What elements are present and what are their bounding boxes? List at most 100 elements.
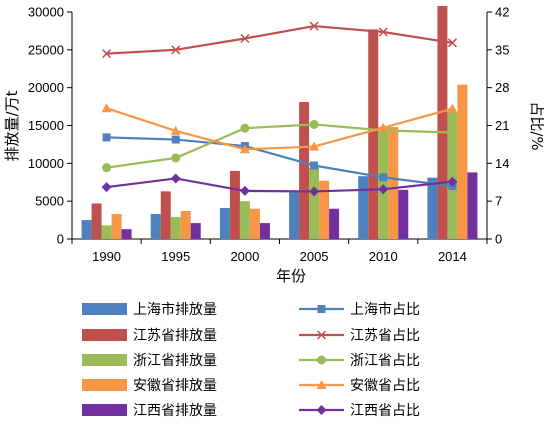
y-tick-right-label: 21 (495, 118, 509, 133)
y-tick-left-label: 25000 (28, 42, 64, 57)
bar (388, 127, 399, 239)
line-point (170, 125, 181, 135)
bar (219, 207, 230, 239)
bar (81, 220, 92, 239)
line-point (309, 119, 319, 129)
line-point-stroke (240, 33, 250, 44)
series-line (106, 24, 453, 55)
line-point (378, 122, 389, 132)
legend-label: 江西省排放量 (133, 403, 217, 419)
bar (91, 203, 102, 239)
legend-label: 安徽省排放量 (133, 378, 217, 394)
bar (398, 189, 409, 239)
y-tick-left-label: 20000 (28, 80, 64, 95)
y-axis-title-left: 排放量/万t (3, 90, 21, 161)
y-tick-left-label: 0 (57, 232, 64, 247)
plot-area: 0 5000 10000 15000 20000 25000 30000 0 7 14 21 28 35… (28, 5, 510, 265)
line-point-stroke (102, 49, 112, 59)
line-point (379, 173, 388, 182)
x-axis-title: 年份 (276, 267, 306, 285)
series-line (106, 123, 453, 169)
series-line (106, 107, 453, 151)
bar (121, 229, 132, 239)
bar (447, 111, 458, 239)
legend-label: 江苏省占比 (350, 328, 420, 344)
line-point (309, 21, 319, 31)
bar (457, 84, 468, 239)
x-tick-label: 2014 (438, 249, 467, 264)
bar (289, 192, 300, 239)
bar (229, 170, 240, 239)
line-point (447, 128, 457, 138)
bar (111, 214, 122, 239)
bar (259, 223, 270, 239)
bar (368, 29, 379, 239)
line-point (171, 153, 181, 163)
y-tick-left-label: 10000 (28, 156, 64, 171)
legend-label: 安徽省占比 (350, 378, 420, 394)
line-point (171, 135, 180, 144)
line-point (101, 103, 112, 113)
line-point (239, 185, 250, 196)
bar (150, 214, 161, 239)
legend-swatch (82, 379, 127, 391)
x-tick-label: 1995 (161, 249, 190, 264)
bar (180, 211, 191, 239)
legend-marker (317, 305, 326, 313)
legend-swatch (82, 404, 127, 416)
y-tick-left-label: 5000 (35, 194, 64, 209)
bar (437, 5, 448, 239)
bar (249, 208, 260, 239)
y-tick-left-label: 15000 (28, 118, 64, 133)
bar (239, 201, 250, 239)
bar (299, 102, 310, 239)
bar (319, 180, 330, 239)
line-point (447, 38, 457, 48)
y-tick-right-label: 0 (495, 232, 502, 247)
line-point (102, 133, 111, 142)
line-point-stroke (447, 38, 457, 48)
line-point-stroke (378, 27, 388, 37)
legend-swatch (82, 354, 127, 366)
y-tick-right-label: 42 (495, 5, 509, 20)
line-point (170, 173, 181, 184)
bar (190, 223, 201, 239)
line-point (102, 49, 112, 59)
line-point (378, 184, 389, 195)
bar (427, 177, 438, 239)
line-point (447, 103, 458, 113)
x-tick-label: 2005 (300, 249, 329, 264)
line-point (309, 186, 320, 197)
line-point-stroke (309, 21, 319, 31)
series-line (106, 177, 453, 193)
line-point (240, 33, 250, 44)
legend-label: 江西省占比 (350, 403, 420, 419)
bar (101, 225, 112, 239)
legend-marker (316, 405, 327, 415)
legend-swatch (82, 303, 127, 315)
x-tick-label: 1990 (92, 249, 121, 264)
x-tick-label: 2010 (369, 249, 398, 264)
legend-marker-stroke (316, 330, 327, 340)
line-point (447, 176, 458, 187)
bar (160, 191, 171, 239)
bar (358, 176, 369, 239)
legend-label: 浙江省占比 (350, 353, 420, 369)
x-tick-label: 2000 (230, 249, 259, 264)
line-point (309, 141, 320, 151)
legend-marker (317, 355, 326, 365)
y-tick-right-label: 7 (495, 194, 502, 209)
line-point (171, 45, 181, 55)
legend-label: 上海市占比 (350, 301, 420, 318)
series-line (106, 136, 453, 188)
line-point (102, 163, 112, 173)
bar (329, 208, 340, 239)
y-tick-left-label: 30000 (28, 5, 64, 20)
legend-label: 上海市排放量 (133, 301, 217, 318)
bar (467, 172, 478, 239)
line-point (101, 182, 112, 193)
y-tick-right-label: 14 (495, 156, 509, 171)
y-axis-title-right: 占比/% (528, 101, 544, 150)
